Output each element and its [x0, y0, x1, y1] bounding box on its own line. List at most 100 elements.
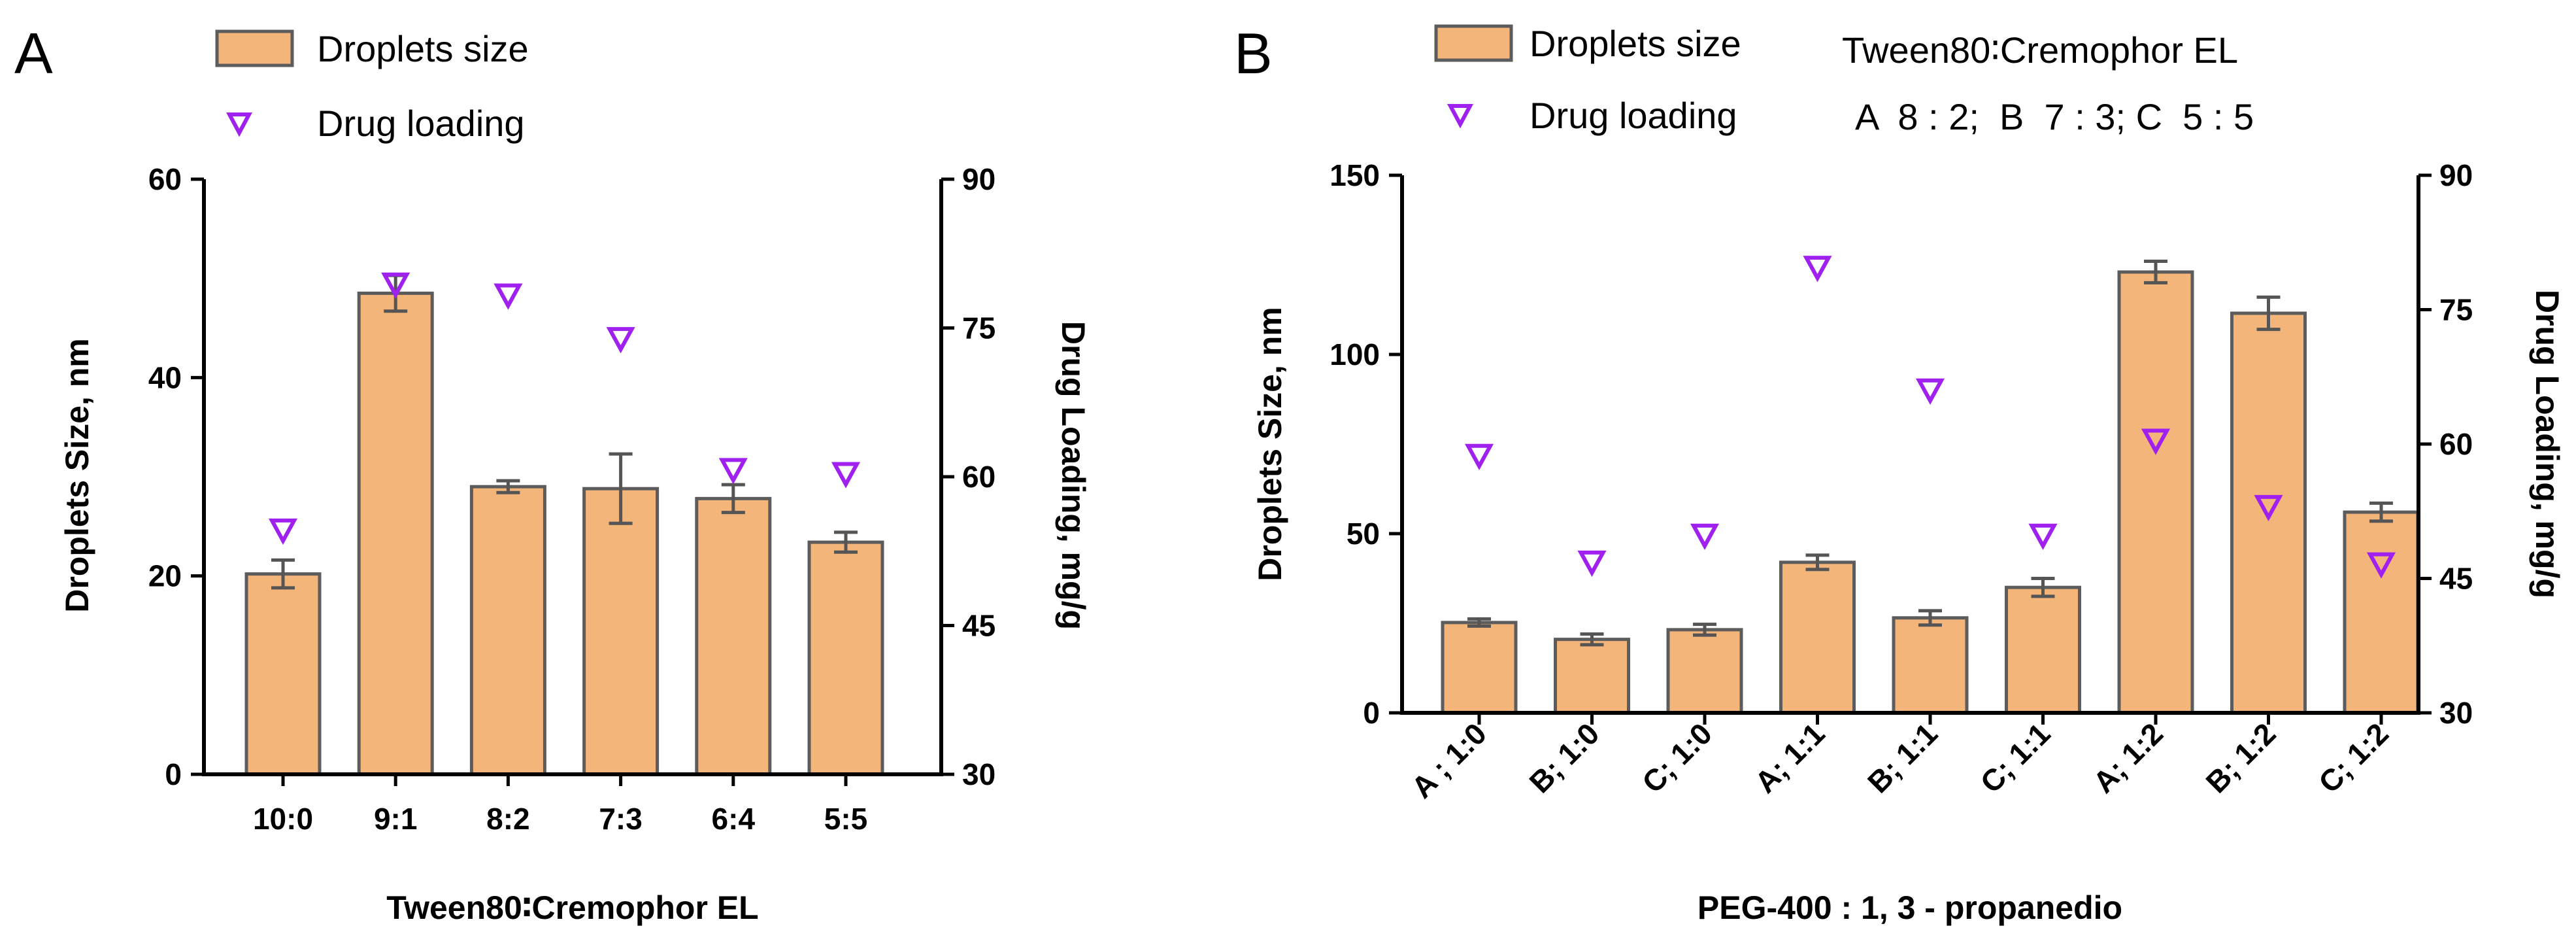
- panel-b-error-bars: [1467, 260, 2393, 647]
- panel-a-y2-tick-label: 75: [962, 311, 995, 345]
- panel-b-drug-loading-marker: [1577, 550, 1607, 577]
- panel-b-error-bar: [2369, 501, 2393, 523]
- panel-a-drug-loading-marker: [606, 327, 635, 354]
- panel-a-x-tick-label: 9:1: [374, 802, 417, 836]
- panel-b-drug-loading-markers: [1464, 256, 2396, 579]
- panel-b-y-tick-label: 100: [1330, 337, 1380, 371]
- panel-a-error-bar: [271, 558, 295, 590]
- panel-a-y-axis-title: Droplets Size, nm: [59, 338, 95, 613]
- panel-a-drug-loading-marker: [381, 272, 410, 300]
- panel-b-right-ticks: 30 45 60 75 90: [2418, 158, 2473, 730]
- panel-b-legend-marker-label: Drug loading: [1530, 95, 1737, 136]
- panel-b-error-bar: [2144, 260, 2167, 284]
- panel-b-drug-loading-marker: [1803, 256, 1832, 283]
- panel-b-y-tick-label: 150: [1330, 158, 1380, 192]
- panel-b-bar: [2230, 311, 2307, 715]
- panel-a-bar: [469, 485, 546, 776]
- panel-a-x-axis-title: Tween80∶Cremophor EL: [386, 889, 758, 926]
- panel-a-bars: [244, 291, 884, 776]
- panel-b-left-ticks: 0 50 100 150: [1330, 158, 1402, 730]
- panel-b-y-tick-label: 0: [1363, 696, 1380, 730]
- panel-a-y-tick-label: 60: [148, 162, 182, 196]
- panel-b-drug-loading-marker: [2366, 552, 2396, 579]
- panel-b-error-bar: [1693, 623, 1716, 637]
- panel-b-bar: [1892, 616, 1969, 715]
- panel-a-y-tick-label: 40: [148, 360, 182, 394]
- panel-b-bar: [1779, 560, 1856, 715]
- panel-b-y2-tick-label: 75: [2439, 293, 2473, 327]
- panel-b-drug-loading-marker: [1690, 523, 1720, 550]
- panel-a-error-bars: [271, 273, 858, 590]
- panel-b-x-tick-label: A; 1:1: [1748, 716, 1831, 799]
- panel-b-error-bar: [1805, 553, 1830, 572]
- panel-a-drug-loading-marker: [493, 283, 523, 310]
- panel-b-drug-loading-marker: [2254, 494, 2283, 522]
- panel-b-legend-bar-label: Droplets size: [1530, 23, 1741, 64]
- panel-b-x-tick-label: B; 1:0: [1522, 716, 1605, 799]
- panel-b-drug-loading-marker: [1464, 443, 1494, 471]
- panel-b-x-tick-label: C; 1:1: [1973, 716, 2056, 799]
- panel-b-drug-loading-marker: [2028, 523, 2058, 550]
- panel-b-x-tick-label: C; 1:2: [2312, 716, 2395, 799]
- panel-b-bar: [2343, 510, 2420, 715]
- panel-a-y2-tick-label: 90: [962, 162, 995, 196]
- panel-b-y2-tick-label: 90: [2439, 158, 2473, 192]
- panel-b-legend-marker-swatch: [1447, 104, 1474, 129]
- panel-a-y2-axis-title: Drug Loading, mg/g: [1055, 321, 1092, 630]
- panel-a-bar: [357, 291, 434, 776]
- panel-a-legend-marker-label: Drug loading: [317, 103, 525, 144]
- panel-b-x-tick-label: C; 1:0: [1635, 716, 1718, 799]
- panel-a-error-bar: [721, 483, 745, 515]
- panel-a-y2-tick-label: 45: [962, 609, 995, 643]
- panel-a-x-ticks: 10:0 9:1 8:2 7:3 6:4 5:5: [253, 774, 867, 836]
- panel-b-bar: [1441, 621, 1518, 715]
- panel-b-legend: Droplets size Drug loading Tween80∶Cremo…: [1434, 23, 2254, 137]
- panel-a-legend: Droplets size Drug loading: [215, 28, 529, 144]
- panel-a-drug-loading-markers: [268, 272, 861, 545]
- panel-a-legend-marker-swatch: [226, 112, 253, 137]
- panel-a-plot-area: 0 20 40 60 30 45 60 75 90 10:0 9:1 8:2 7:3 6:4 5:5: [148, 162, 995, 836]
- panel-b-drug-loading-marker: [1915, 378, 1945, 405]
- panel-a-letter: A: [14, 21, 53, 86]
- panel-a-y2-tick-label: 30: [962, 757, 995, 791]
- panel-a-bar: [695, 496, 772, 776]
- panel-b: B Droplets size Drug loading Tween80∶Cre…: [1234, 21, 2566, 926]
- panel-b-annotation-ratios: A 8 : 2; B 7 : 3; C 5 : 5: [1855, 96, 2254, 137]
- panel-b-y2-tick-label: 45: [2439, 562, 2473, 596]
- panel-a-bar: [582, 487, 660, 776]
- panel-b-y-axis-title: Droplets Size, nm: [1252, 307, 1288, 581]
- panel-a-x-tick-label: 5:5: [824, 802, 867, 836]
- panel-b-legend-bar-swatch: [1434, 24, 1513, 62]
- panel-b-x-tick-label: B; 1:1: [1861, 716, 1944, 799]
- panel-b-x-ticks: A ; 1:0 B; 1:0 C; 1:0 A; 1:1 B; 1:1 C; 1:1 A; …: [1405, 713, 2395, 804]
- panel-b-x-tick-label: A ; 1:0: [1405, 716, 1493, 804]
- panel-b-error-bar: [2031, 577, 2055, 598]
- panel-b-letter: B: [1234, 21, 1273, 86]
- panel-b-bars: [1441, 270, 2420, 715]
- panel-b-error-bar: [1467, 617, 1491, 628]
- panel-b-error-bar: [2256, 295, 2281, 332]
- panel-b-plot-area: 0 50 100 150 30 45 60 75 90 A ; 1:0 B; 1:0 C; 1:0…: [1330, 158, 2473, 804]
- panel-a-drug-loading-marker: [718, 458, 748, 485]
- panel-b-annotation-title: Tween80∶Cremophor EL: [1842, 29, 2238, 71]
- panel-a-drug-loading-marker: [831, 462, 861, 489]
- panel-b-bar: [1666, 628, 1743, 715]
- panel-a-x-tick-label: 7:3: [599, 802, 642, 836]
- panel-b-x-axis-title: PEG-400 : 1, 3 - propanedio: [1698, 889, 2122, 926]
- panel-a-y2-tick-label: 60: [962, 460, 995, 494]
- panel-a-bar: [807, 540, 884, 776]
- panel-b-error-bar: [1918, 609, 1942, 627]
- panel-a-left-ticks: 0 20 40 60: [148, 162, 204, 791]
- panel-a-right-ticks: 30 45 60 75 90: [941, 162, 995, 791]
- panel-a-error-bar: [609, 452, 633, 525]
- panel-b-bar: [2117, 270, 2194, 715]
- panel-b-bar: [1554, 638, 1630, 715]
- panel-b-drug-loading-marker: [2141, 428, 2171, 455]
- panel-a-legend-bar-label: Droplets size: [317, 28, 529, 69]
- panel-a-y-tick-label: 0: [165, 757, 182, 791]
- panel-a-x-tick-label: 8:2: [486, 802, 529, 836]
- panel-b-error-bar: [1580, 632, 1604, 647]
- panel-b-y2-tick-label: 60: [2439, 427, 2473, 461]
- panel-a-error-bar: [496, 479, 520, 494]
